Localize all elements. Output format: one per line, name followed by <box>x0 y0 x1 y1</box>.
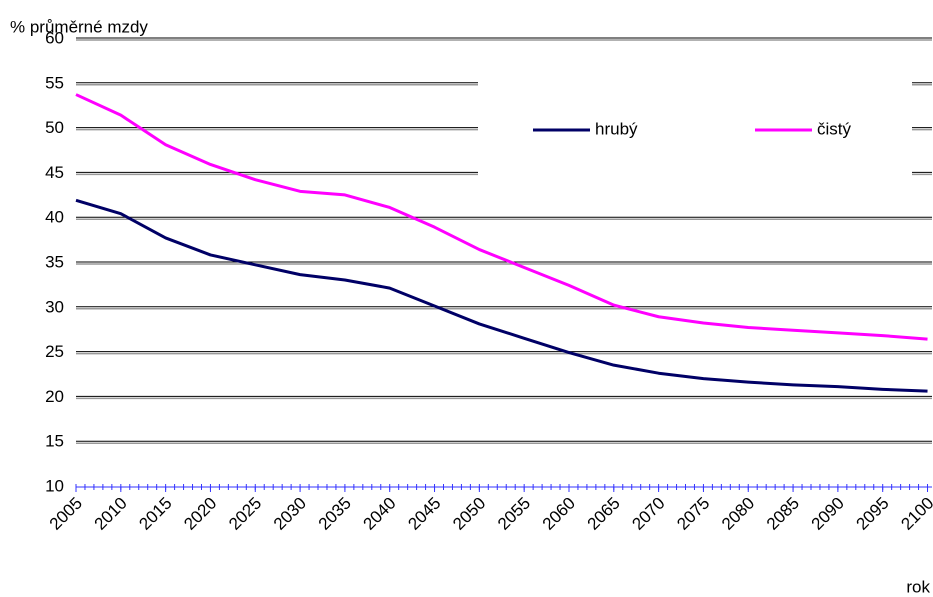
x-tick-label: 2020 <box>180 494 220 534</box>
x-axis-title: rok <box>906 577 930 596</box>
y-tick-label: 40 <box>45 208 64 227</box>
x-tick-label: 2050 <box>449 494 489 534</box>
x-tick-label: 2095 <box>853 494 893 534</box>
y-tick-label: 50 <box>45 118 64 137</box>
x-tick-label: 2040 <box>360 494 400 534</box>
y-tick-label: 25 <box>45 342 64 361</box>
y-tick-label: 30 <box>45 297 64 316</box>
x-tick-label: 2005 <box>46 494 86 534</box>
series-line <box>75 93 928 341</box>
y-tick-label: 60 <box>45 28 64 47</box>
x-tick-label: 2090 <box>808 494 848 534</box>
x-tick-label: 2065 <box>584 494 624 534</box>
x-tick-label: 2070 <box>628 494 668 534</box>
y-tick-label: 45 <box>45 163 64 182</box>
x-tick-label: 2015 <box>135 494 175 534</box>
x-tick-label: 2030 <box>270 494 310 534</box>
y-tick-label: 20 <box>45 387 64 406</box>
series-line <box>75 198 928 393</box>
x-tick-label: 2010 <box>91 494 131 534</box>
x-tick-label: 2100 <box>897 494 933 534</box>
legend-label: čistý <box>817 119 852 138</box>
x-tick-label: 2080 <box>718 494 758 534</box>
y-axis-title: % průměrné mzdy <box>10 17 148 36</box>
y-tick-label: 15 <box>45 432 64 451</box>
y-tick-label: 10 <box>45 476 64 495</box>
x-tick-label: 2035 <box>315 494 355 534</box>
y-tick-label: 35 <box>45 252 64 271</box>
x-tick-label: 2025 <box>225 494 265 534</box>
x-tick-label: 2085 <box>763 494 803 534</box>
x-tick-label: 2055 <box>494 494 534 534</box>
x-tick-label: 2045 <box>404 494 444 534</box>
legend-label: hrubý <box>595 119 638 138</box>
y-tick-label: 55 <box>45 73 64 92</box>
x-tick-label: 2075 <box>673 494 713 534</box>
x-tick-label: 2060 <box>539 494 579 534</box>
